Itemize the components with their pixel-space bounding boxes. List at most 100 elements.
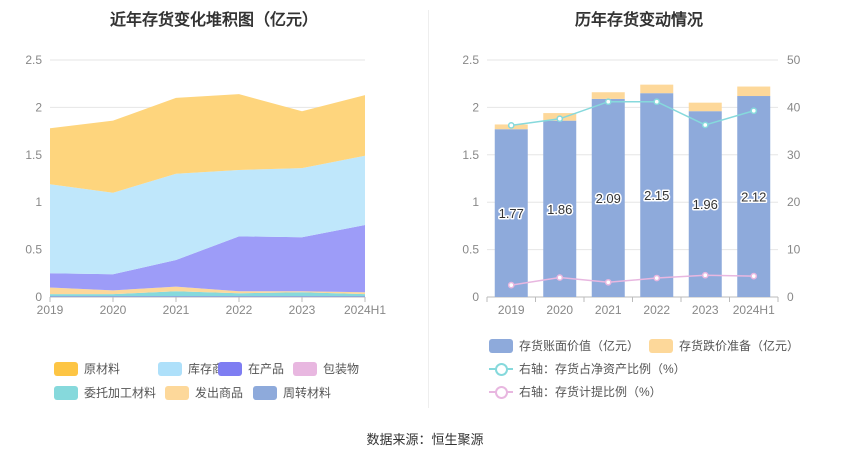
line-point	[507, 122, 515, 129]
y-tick-label: 0.5	[25, 243, 42, 257]
line-point	[701, 121, 709, 129]
legend-line-swatch	[489, 385, 513, 399]
y-tick-label: 1.5	[25, 148, 42, 162]
bar-impairment	[640, 84, 674, 94]
legend-swatch	[54, 361, 78, 376]
x-tick-label: 2022	[226, 303, 253, 317]
line-series-0	[511, 100, 754, 127]
y2-tick-label: 10	[787, 243, 801, 257]
x-tick-label: 2024H1	[733, 303, 775, 317]
line-point	[556, 115, 564, 123]
bar-book-value	[688, 111, 722, 297]
legend-label: 委托加工材料	[84, 386, 157, 400]
y2-tick-label: 50	[787, 53, 801, 67]
panel-divider	[428, 10, 429, 408]
bar-book-value	[591, 98, 625, 297]
right-chart-title: 历年存货变动情况	[574, 12, 703, 29]
y-tick-label: 0.5	[462, 243, 479, 257]
bar-impairment	[591, 92, 625, 99]
bar-impairment	[688, 102, 722, 112]
area-series-5	[50, 155, 365, 275]
bar-impairment	[737, 86, 771, 97]
legend-label: 右轴：存货占净资产比例（%）	[519, 362, 686, 376]
y-tick-label: 1.5	[462, 148, 479, 162]
legend-item-wip[interactable]: 在产品	[218, 360, 284, 377]
legend-swatch	[218, 361, 242, 376]
legend-item-raw-materials[interactable]: 原材料	[54, 360, 120, 377]
legend-item-turnover-materials[interactable]: 周转材料	[253, 384, 331, 401]
legend-swatch	[293, 361, 317, 376]
line-point	[653, 98, 661, 106]
legend-swatch	[649, 338, 673, 353]
legend-item-book-value[interactable]: 存货账面价值（亿元）	[489, 337, 639, 354]
line-point	[507, 281, 515, 289]
legend-line-swatch	[489, 362, 513, 376]
y-tick-label: 0	[35, 290, 42, 304]
x-tick-label: 2020	[100, 303, 127, 317]
y2-tick-label: 20	[787, 195, 801, 209]
bar-value-label: 2.09	[596, 191, 621, 206]
legend-swatch	[489, 338, 513, 353]
line-point	[556, 274, 564, 281]
y-tick-label: 1	[472, 195, 479, 209]
x-tick-label: 2024H1	[344, 303, 386, 317]
bar-book-value	[737, 96, 771, 297]
area-series-2	[50, 286, 365, 295]
legend-label: 存货账面价值（亿元）	[519, 339, 640, 353]
area-series-4	[50, 224, 365, 293]
line-series-1	[511, 274, 754, 286]
legend-item-impairment[interactable]: 存货跌价准备（亿元）	[649, 337, 799, 354]
bar-book-value	[494, 129, 528, 297]
y-tick-label: 2.5	[462, 53, 479, 67]
legend-item-packaging[interactable]: 包装物	[293, 360, 359, 377]
bar-book-value	[543, 120, 577, 297]
bar-value-label: 1.96	[693, 197, 718, 212]
legend-item-goods-shipped[interactable]: 发出商品	[165, 384, 243, 401]
legend-label: 发出商品	[195, 386, 244, 400]
area-series-0	[50, 296, 365, 297]
x-tick-label: 2022	[643, 303, 670, 317]
y-tick-label: 0	[472, 290, 479, 304]
y2-tick-label: 40	[787, 100, 801, 114]
bar-book-value	[640, 93, 674, 298]
y-tick-label: 1	[35, 195, 42, 209]
legend-label: 周转材料	[283, 386, 332, 400]
legend-label: 右轴：存货计提比例（%）	[519, 385, 662, 399]
x-tick-label: 2021	[595, 303, 622, 317]
line-point	[750, 107, 758, 115]
bar-value-label: 1.86	[547, 202, 572, 217]
y-tick-label: 2	[35, 100, 42, 114]
legend-swatch	[54, 385, 78, 400]
bar-value-label: 2.15	[644, 188, 669, 203]
legend-label: 包装物	[323, 362, 360, 376]
x-tick-label: 2019	[37, 303, 64, 317]
x-tick-label: 2021	[163, 303, 190, 317]
area-series-6	[50, 94, 365, 193]
x-tick-label: 2019	[498, 303, 525, 317]
line-point	[604, 278, 612, 286]
y2-tick-label: 30	[787, 148, 801, 162]
legend-label: 在产品	[248, 362, 285, 376]
bar-value-label: 2.12	[741, 190, 766, 205]
x-tick-label: 2023	[692, 303, 719, 317]
legend-swatch	[165, 385, 189, 400]
x-tick-label: 2020	[546, 303, 573, 317]
data-source: 数据来源：恒生聚源	[366, 432, 484, 447]
line-point	[701, 271, 709, 279]
x-tick-label: 2023	[289, 303, 316, 317]
line-point	[750, 272, 758, 280]
legend-item-net-asset-ratio[interactable]: 右轴：存货占净资产比例（%）	[489, 360, 686, 377]
legend-item-provision-ratio[interactable]: 右轴：存货计提比例（%）	[489, 383, 662, 400]
line-point	[653, 274, 661, 282]
legend-item-outsourced-materials[interactable]: 委托加工材料	[54, 384, 156, 401]
legend-swatch	[158, 361, 182, 376]
y-tick-label: 2.5	[25, 53, 42, 67]
y2-tick-label: 0	[787, 290, 794, 304]
bar-value-label: 1.77	[499, 206, 524, 221]
legend-label: 原材料	[84, 362, 121, 376]
legend-label: 存货跌价准备（亿元）	[679, 339, 800, 353]
left-chart-title: 近年存货变化堆积图（亿元）	[109, 12, 318, 29]
line-point	[604, 98, 612, 106]
y-tick-label: 2	[472, 100, 479, 114]
